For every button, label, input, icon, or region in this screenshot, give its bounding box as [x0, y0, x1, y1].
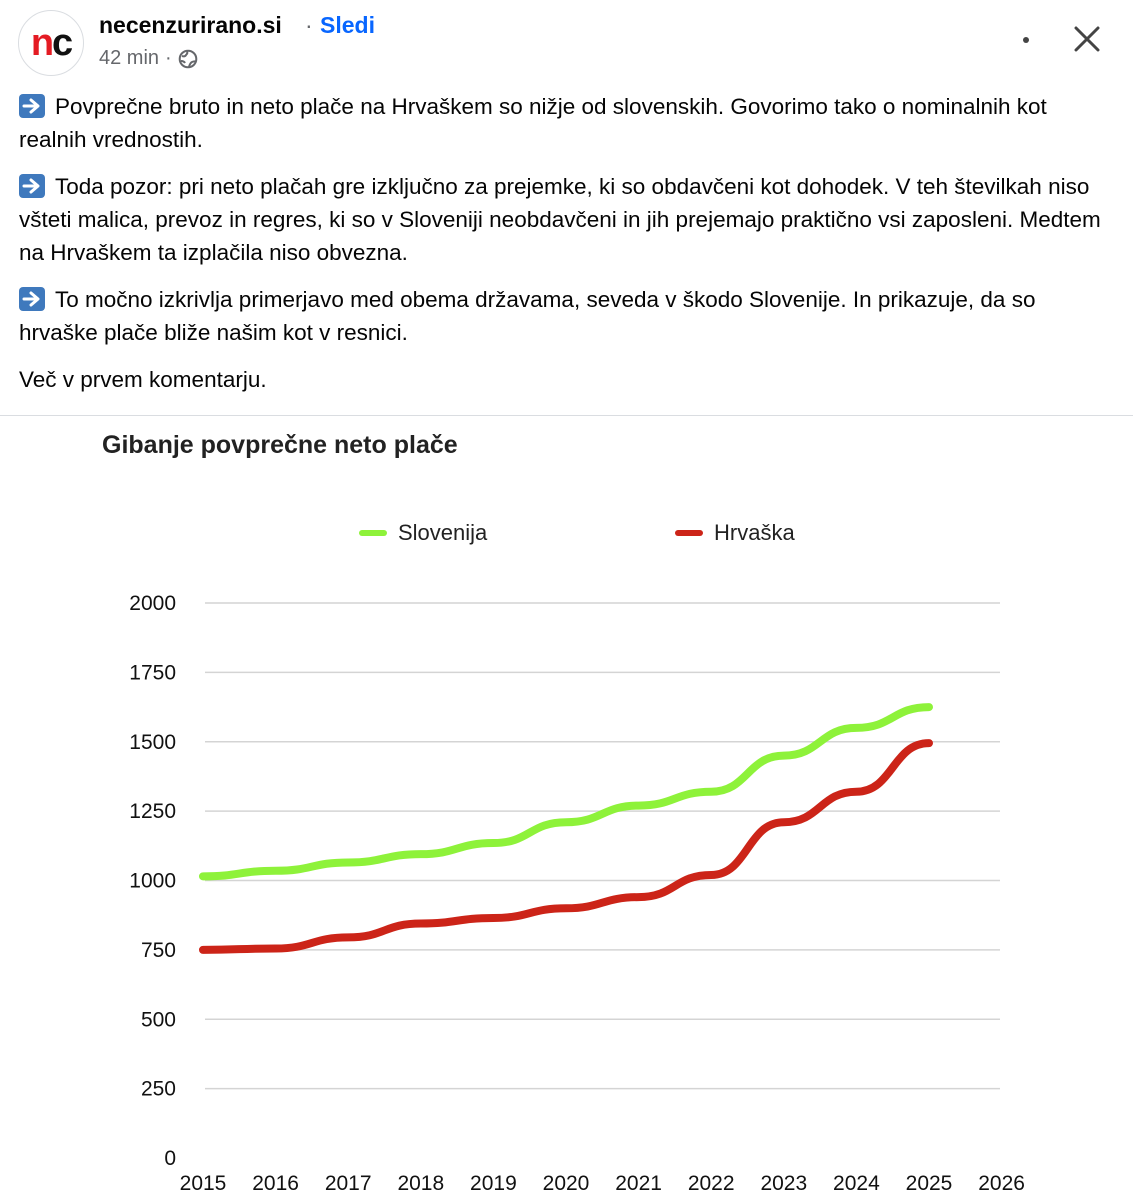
- close-button[interactable]: [1064, 16, 1110, 62]
- x-tick-label: 2015: [180, 1172, 227, 1195]
- avatar-letter-n: n: [30, 21, 54, 64]
- series-line-slovenija: [199, 703, 933, 881]
- close-icon: [1074, 26, 1100, 52]
- post-text: Povprečne bruto in neto plače na Hrvaške…: [19, 90, 1114, 410]
- more-horizontal-icon: [1023, 37, 1029, 43]
- name-separator: ·: [305, 12, 313, 38]
- paragraph-text: Toda pozor: pri neto plačah gre izključn…: [19, 174, 1101, 265]
- paragraph-text: To močno izkrivlja primerjavo med obema …: [19, 287, 1036, 345]
- meta-separator: ·: [165, 47, 172, 69]
- y-tick-label: 0: [164, 1147, 176, 1170]
- x-tick-label: 2020: [543, 1172, 590, 1195]
- y-tick-label: 1250: [129, 800, 176, 823]
- x-tick-label: 2016: [252, 1172, 299, 1195]
- y-tick-label: 250: [141, 1078, 176, 1101]
- y-tick-label: 1500: [129, 731, 176, 754]
- y-tick-label: 750: [141, 939, 176, 962]
- chart-image[interactable]: Gibanje povprečne neto plače Slovenija Hr…: [0, 416, 1133, 1200]
- chart-title: Gibanje povprečne neto plače: [102, 431, 458, 459]
- post-paragraph: Toda pozor: pri neto plačah gre izključn…: [19, 170, 1114, 269]
- y-tick-label: 2000: [129, 592, 176, 615]
- divider: [0, 415, 1133, 416]
- right-arrow-emoji-icon: [19, 287, 45, 311]
- post-time[interactable]: 42 min: [99, 47, 160, 69]
- more-options-button[interactable]: [1004, 18, 1048, 62]
- x-tick-label: 2018: [397, 1172, 444, 1195]
- right-arrow-emoji-icon: [19, 174, 45, 198]
- post-paragraph: To močno izkrivlja primerjavo med obema …: [19, 283, 1114, 349]
- paragraph-text: Več v prvem komentarju.: [19, 367, 267, 392]
- y-tick-label: 1000: [129, 870, 176, 893]
- right-arrow-emoji-icon: [19, 94, 45, 118]
- paragraph-text: Povprečne bruto in neto plače na Hrvaške…: [19, 94, 1047, 152]
- globe-icon: [178, 49, 198, 69]
- avatar-letter-c: c: [52, 21, 73, 64]
- legend-label: Slovenija: [398, 520, 488, 545]
- series-line-hrvaska: [199, 739, 933, 954]
- x-tick-label: 2021: [615, 1172, 662, 1195]
- x-tick-label: 2022: [688, 1172, 735, 1195]
- y-tick-label: 500: [141, 1008, 176, 1031]
- post-meta: 42 min ·: [99, 47, 198, 70]
- line-chart: Gibanje povprečne neto plače Slovenija Hr…: [102, 431, 1025, 1195]
- post-paragraph: Povprečne bruto in neto plače na Hrvaške…: [19, 90, 1114, 156]
- x-tick-label: 2026: [978, 1172, 1025, 1195]
- x-tick-label: 2025: [906, 1172, 953, 1195]
- post-paragraph: Več v prvem komentarju.: [19, 363, 1114, 396]
- y-tick-label: 1750: [129, 661, 176, 684]
- legend-label: Hrvaška: [714, 520, 795, 545]
- x-tick-label: 2023: [760, 1172, 807, 1195]
- x-tick-label: 2024: [833, 1172, 880, 1195]
- follow-button[interactable]: Sledi: [320, 12, 375, 38]
- x-tick-label: 2019: [470, 1172, 517, 1195]
- x-tick-label: 2017: [325, 1172, 372, 1195]
- page-name-link[interactable]: necenzurirano.si: [99, 12, 282, 38]
